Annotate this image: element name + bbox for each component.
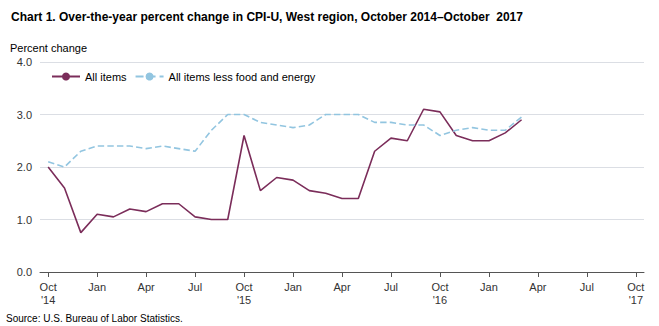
svg-text:Percent change: Percent change (10, 42, 87, 54)
svg-text:Oct: Oct (627, 281, 644, 293)
svg-text:Apr: Apr (529, 281, 546, 293)
svg-text:'15: '15 (237, 294, 251, 306)
svg-text:Jan: Jan (284, 281, 302, 293)
svg-text:All items less food and energy: All items less food and energy (169, 71, 316, 83)
svg-text:Jul: Jul (580, 281, 594, 293)
svg-text:3.0: 3.0 (17, 109, 32, 121)
svg-text:Jan: Jan (480, 281, 498, 293)
svg-text:Jul: Jul (188, 281, 202, 293)
svg-text:'14: '14 (41, 294, 55, 306)
svg-text:Source: U.S. Bureau of Labor S: Source: U.S. Bureau of Labor Statistics. (6, 313, 183, 324)
svg-text:Chart 1. Over-the-year percent: Chart 1. Over-the-year percent change in… (11, 10, 523, 24)
svg-text:'17: '17 (629, 294, 643, 306)
svg-text:Oct: Oct (431, 281, 448, 293)
svg-text:All items: All items (85, 71, 127, 83)
svg-text:4.0: 4.0 (17, 56, 32, 68)
svg-text:0.0: 0.0 (17, 266, 32, 278)
svg-text:Apr: Apr (138, 281, 155, 293)
svg-text:Jan: Jan (88, 281, 106, 293)
svg-text:Apr: Apr (333, 281, 350, 293)
svg-text:1.0: 1.0 (17, 214, 32, 226)
svg-text:'16: '16 (433, 294, 447, 306)
svg-text:Oct: Oct (40, 281, 57, 293)
svg-text:2.0: 2.0 (17, 161, 32, 173)
svg-text:Oct: Oct (235, 281, 252, 293)
svg-text:Jul: Jul (384, 281, 398, 293)
